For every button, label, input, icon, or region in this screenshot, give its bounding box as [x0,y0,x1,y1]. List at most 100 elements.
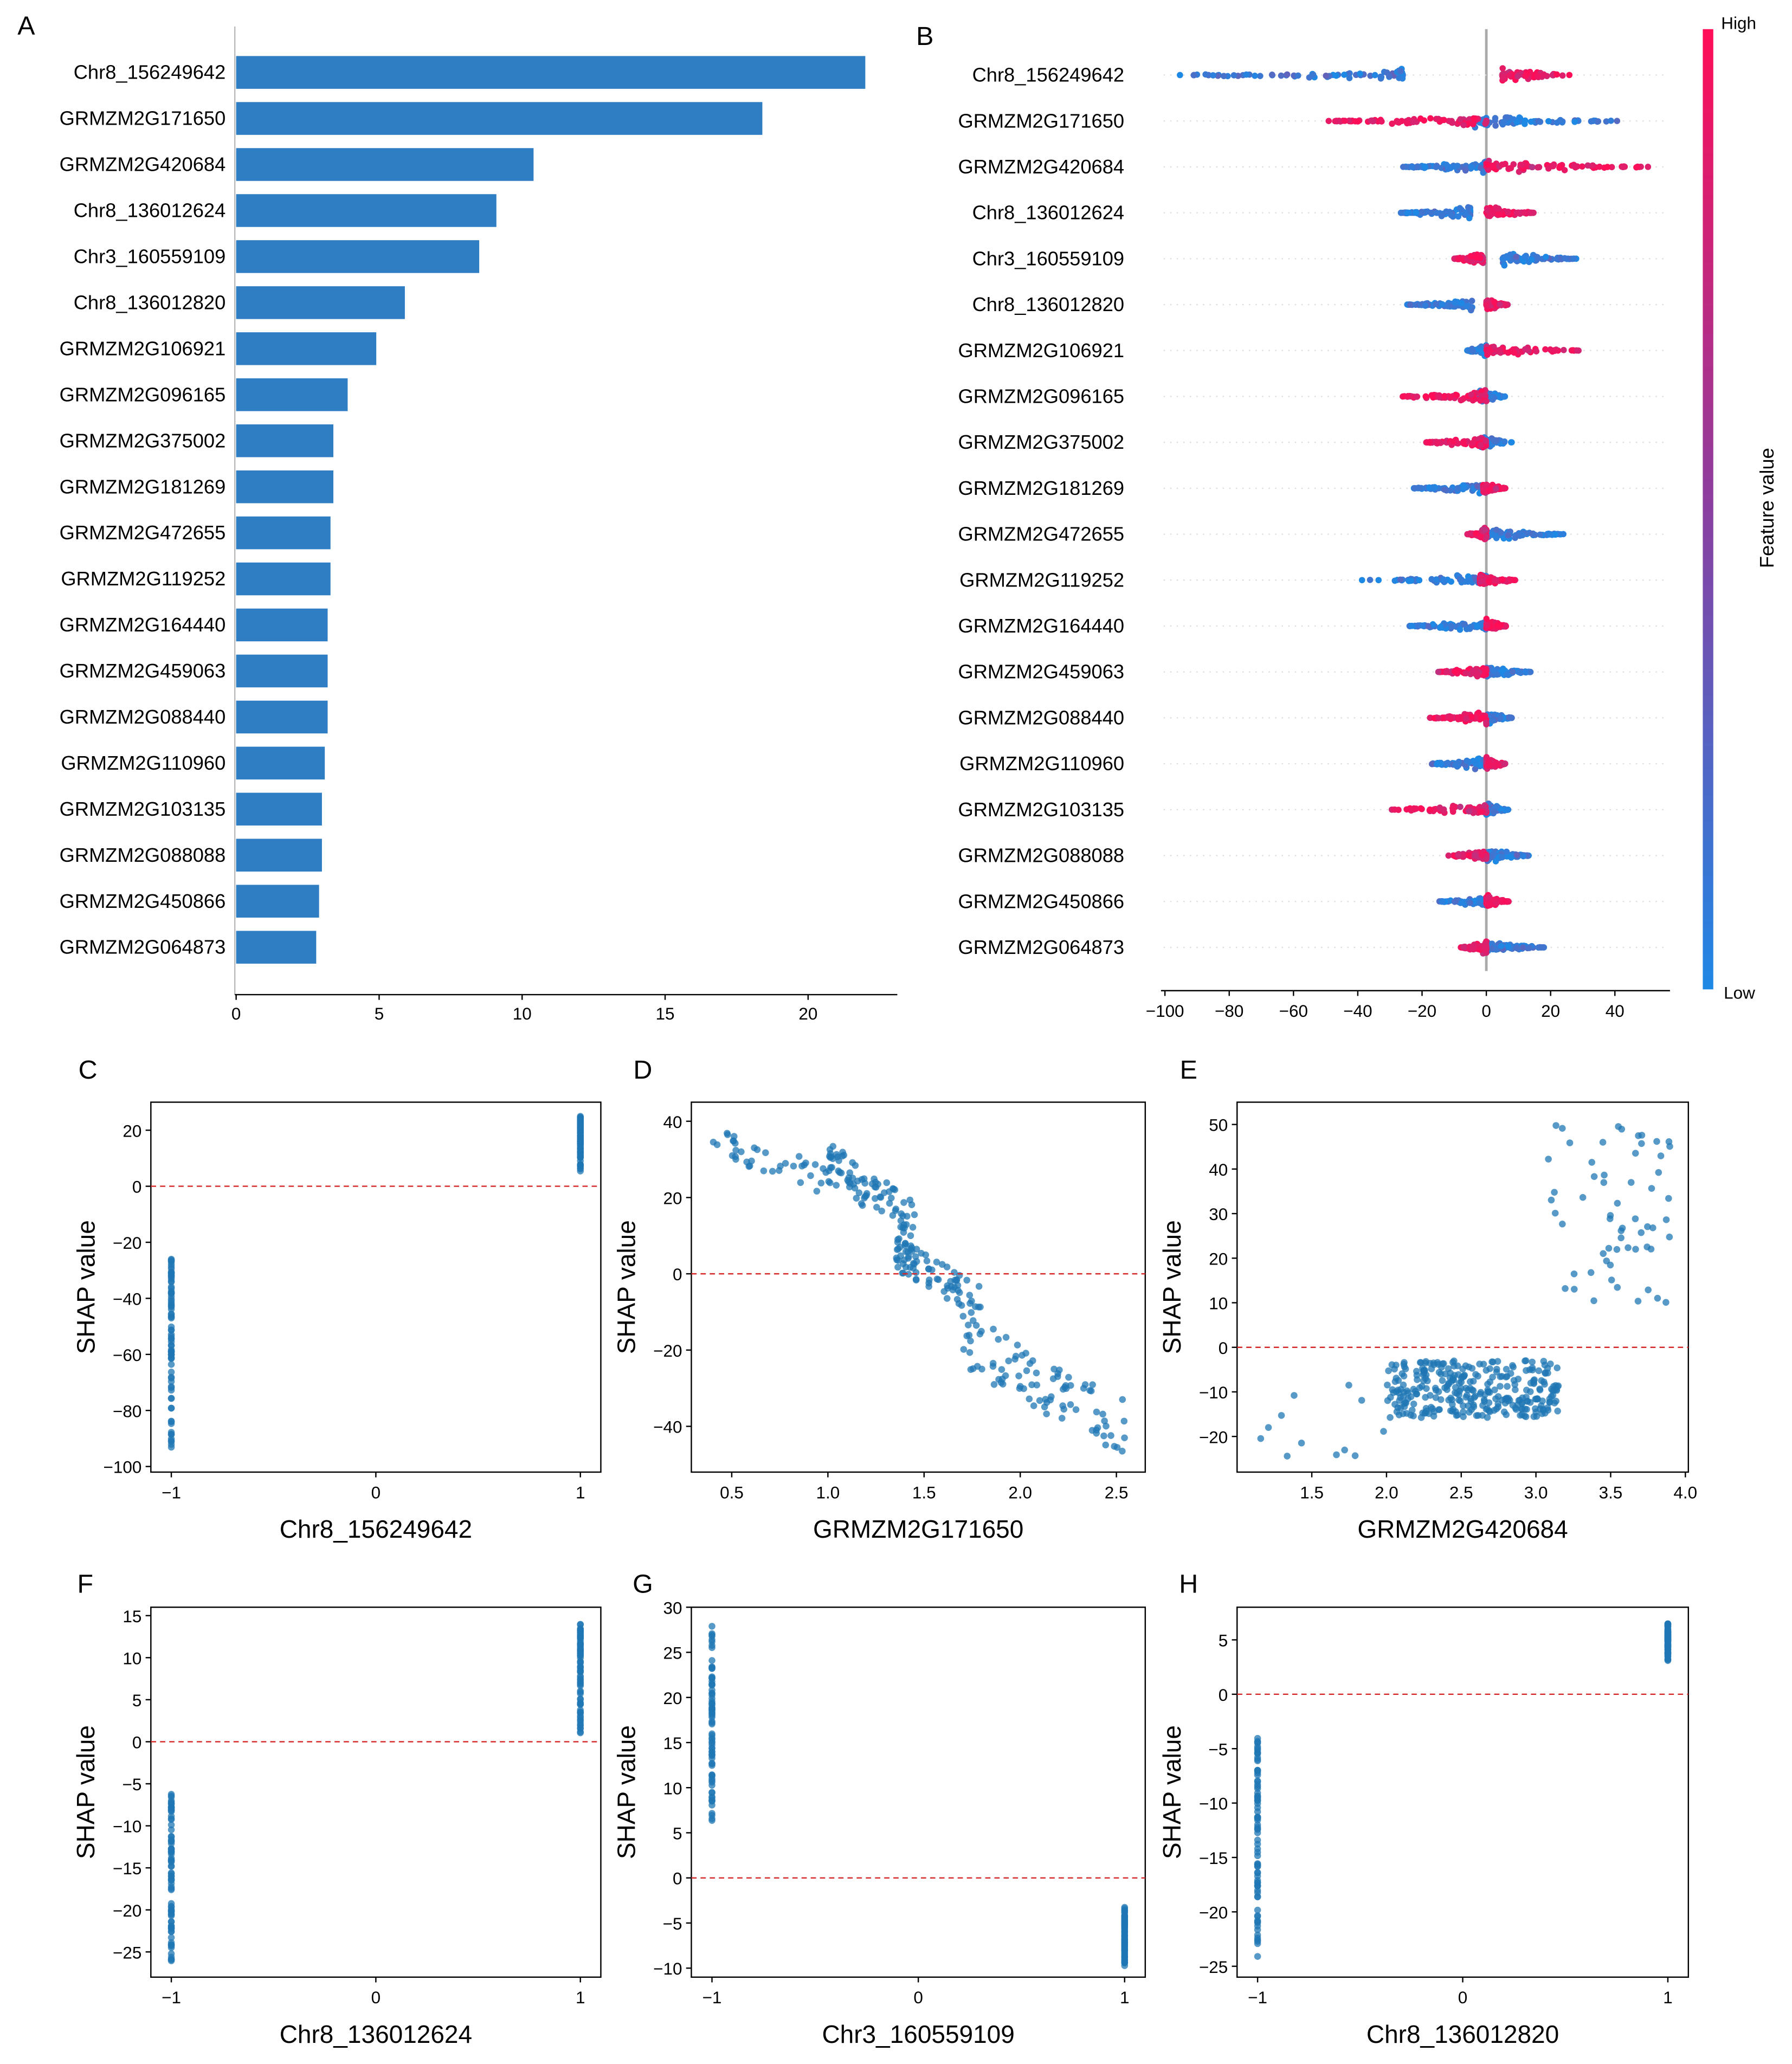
shap-point [1513,119,1520,126]
shap-point [1464,757,1470,764]
y-tick-label: −20 [113,1234,141,1253]
shap-point [1455,759,1462,765]
shap-point [167,1797,175,1804]
shap-point [1391,1365,1398,1373]
shap-point [1342,118,1348,124]
shap-point [1254,1861,1261,1868]
shap-point [1542,254,1549,260]
shap-point [908,1248,916,1255]
shap-point [1470,669,1477,675]
x-tick-label: 0 [231,1004,241,1023]
shap-point [1542,1369,1549,1377]
shap-point [1601,1171,1608,1179]
shap-point [1325,118,1332,124]
shap-point [797,1179,804,1186]
plot-frame [1236,1101,1690,1473]
shap-point [912,1269,920,1276]
y-tick-label: 30 [1209,1205,1228,1224]
shap-point [1441,392,1448,399]
shap-point [1456,626,1464,633]
shap-point [167,1273,175,1281]
shap-point [724,1130,731,1137]
shap-point [907,1242,914,1249]
shap-point [1503,1373,1510,1381]
shap-point [167,1957,175,1964]
shap-point [1511,577,1518,584]
shap-point [1387,1414,1394,1421]
shap-point [1468,164,1474,171]
shap-point [1514,945,1520,952]
shap-point [1504,671,1511,678]
shap-point [1590,1297,1597,1305]
shap-point [1023,1367,1030,1375]
shap-point [1466,215,1473,222]
y-tick-label: −20 [113,1901,141,1920]
y-tick-label: 0 [1219,1339,1228,1358]
bar [236,378,348,411]
bar [236,102,763,135]
bar [236,838,322,872]
shap-point [1472,766,1479,772]
shap-point [1439,301,1446,308]
shap-point [1454,485,1461,492]
shap-point [1062,1382,1069,1389]
shap-point [1460,440,1466,446]
shap-point [1542,1409,1549,1417]
shap-point [1445,1396,1452,1404]
shap-point [1533,254,1540,260]
shap-point [762,1149,769,1157]
shap-point [964,1321,972,1328]
shap-point [708,1623,715,1630]
shap-point [1493,946,1499,953]
shap-point [1042,1396,1049,1403]
shap-point [1454,1362,1461,1370]
shap-point [167,1369,175,1376]
shap-point [966,1292,974,1299]
shap-point [1498,943,1505,950]
shap-point [1657,1152,1665,1159]
shap-point [1121,1927,1129,1934]
shap-point [995,1336,1002,1343]
shap-point [1518,1399,1526,1407]
shap-point [1521,209,1527,216]
shap-point [1513,852,1520,859]
shap-point [1588,118,1595,125]
shap-point [1503,1365,1510,1373]
shap-point [167,1346,175,1353]
shap-point [1511,349,1518,356]
y-tick-label: −20 [1199,1428,1228,1447]
shap-point [708,1734,715,1741]
shap-point [1545,118,1552,125]
shap-point [167,1430,175,1438]
shap-point [1584,162,1591,169]
shap-point [1049,1375,1057,1383]
shap-point [1345,1382,1352,1389]
shap-point [732,1153,739,1160]
shap-point [1428,209,1434,216]
shap-point [167,1923,175,1930]
shap-point [1501,393,1509,400]
shap-point [1498,622,1504,629]
shap-point [1437,1396,1445,1403]
shap-point [738,1148,745,1156]
shap-point [167,1805,175,1813]
feature-label: GRMZM2G110960 [959,752,1124,775]
feature-label: GRMZM2G096165 [958,385,1124,408]
shap-point [900,1199,907,1206]
shap-point [1121,1943,1129,1950]
shap-point [708,1777,715,1784]
feature-label: GRMZM2G171650 [958,109,1124,132]
panel-label-F: F [78,1570,94,1599]
shap-point [167,1792,175,1799]
category-label: Chr8_156249642 [74,61,226,83]
shap-point [998,1375,1006,1383]
shap-point [1627,1179,1635,1186]
shap-point [1465,347,1472,354]
shap-point [1483,719,1490,726]
shap-point [1428,392,1435,399]
shap-point [1410,119,1417,125]
shap-point [1278,72,1285,79]
shap-point [1043,1410,1050,1417]
shap-point [1493,803,1500,810]
shap-point [1547,531,1554,538]
